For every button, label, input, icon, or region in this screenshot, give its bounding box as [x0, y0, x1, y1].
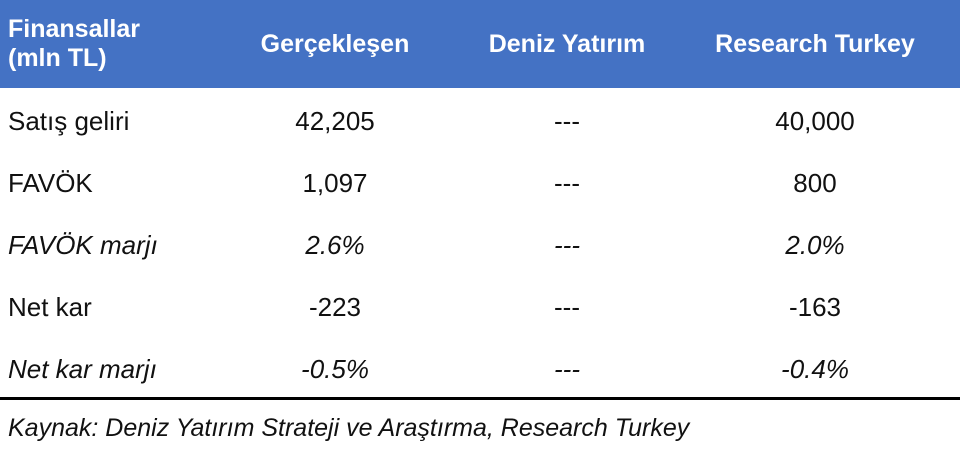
- table-cell: 2.6%: [305, 229, 365, 260]
- table-cell: -0.4%: [781, 353, 849, 384]
- bottom-rule: [0, 397, 960, 400]
- table-cell: ---: [554, 105, 580, 136]
- row-label: FAVÖK marjı: [8, 229, 158, 260]
- row-label: Net kar marjı: [8, 353, 157, 384]
- row-label: FAVÖK: [8, 167, 93, 198]
- header-band: [0, 0, 960, 88]
- header-cell: Deniz Yatırım: [488, 29, 646, 58]
- table-cell: 1,097: [302, 167, 368, 198]
- table-cell: -163: [788, 291, 842, 322]
- header-cell: Research Turkey: [715, 29, 915, 58]
- table-cell: -0.5%: [301, 353, 369, 384]
- table-cell: 42,205: [295, 105, 375, 136]
- table-cell: -223: [308, 291, 362, 322]
- header-cell: Gerçekleşen: [260, 29, 410, 58]
- row-label: Net kar: [8, 291, 92, 322]
- table-cell: ---: [554, 291, 580, 322]
- table-cell: ---: [554, 167, 580, 198]
- row-label: Satış geliri: [8, 105, 130, 136]
- source-note: Kaynak: Deniz Yatırım Strateji ve Araştı…: [8, 414, 690, 442]
- table-cell: ---: [554, 353, 580, 384]
- table-cell: 800: [793, 167, 837, 198]
- table-cell: 2.0%: [785, 229, 845, 260]
- header-cell: Finansallar (mln TL): [8, 15, 140, 72]
- table-cell: ---: [554, 229, 580, 260]
- table-cell: 40,000: [775, 105, 855, 136]
